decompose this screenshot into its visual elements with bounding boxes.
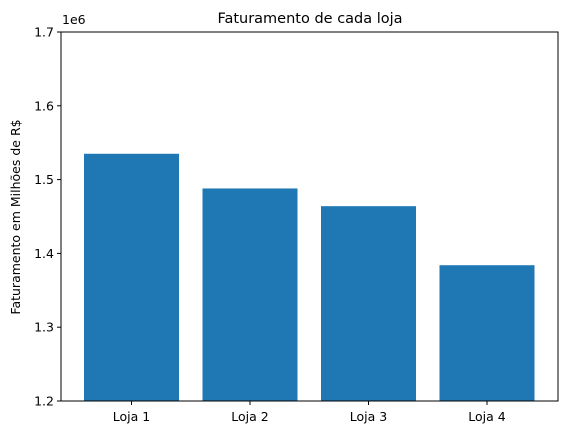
x-ticks-group: Loja 1 Loja 2 Loja 3 Loja 4 xyxy=(113,401,506,424)
y-axis-label: Faturamento em Milhões de R$ xyxy=(8,119,23,314)
bar-loja-3 xyxy=(321,206,416,401)
x-tick-label: Loja 4 xyxy=(468,409,505,424)
x-tick-label: Loja 2 xyxy=(231,409,268,424)
y-ticks-group: 1.2 1.3 1.4 1.5 1.6 1.7 xyxy=(34,25,61,409)
y-tick-label: 1.6 xyxy=(34,98,54,113)
y-tick-label: 1.2 xyxy=(34,394,54,409)
bar-loja-4 xyxy=(439,265,535,401)
y-tick-label: 1.7 xyxy=(34,25,54,40)
y-tick-label: 1.3 xyxy=(34,320,54,335)
bar-loja-2 xyxy=(202,188,298,401)
y-axis-scale-label: 1e6 xyxy=(62,12,86,27)
bars-group xyxy=(84,153,535,401)
x-tick-label: Loja 1 xyxy=(113,409,150,424)
chart-title: Faturamento de cada loja xyxy=(217,11,402,27)
bar-loja-1 xyxy=(84,153,179,401)
y-tick-label: 1.5 xyxy=(34,172,54,187)
x-tick-label: Loja 3 xyxy=(350,409,387,424)
y-tick-label: 1.4 xyxy=(34,246,54,261)
plot-frame xyxy=(60,31,559,402)
